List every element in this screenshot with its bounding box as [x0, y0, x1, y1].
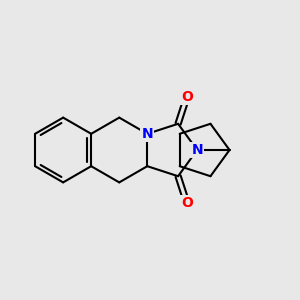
Text: N: N: [191, 143, 203, 157]
Text: O: O: [181, 90, 193, 104]
Text: O: O: [181, 196, 193, 210]
Text: N: N: [142, 127, 153, 141]
